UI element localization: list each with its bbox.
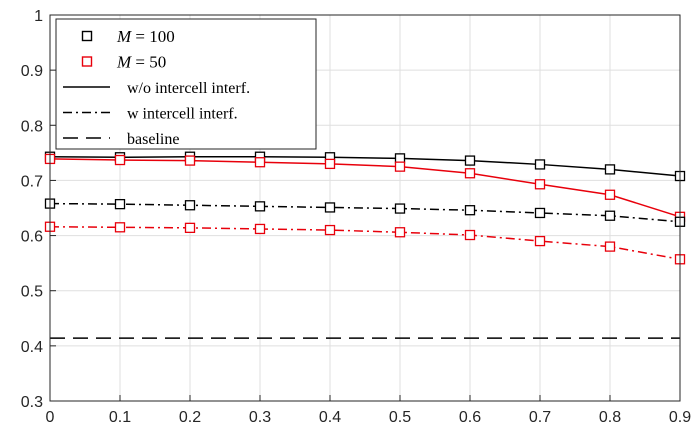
data-point	[254, 201, 266, 212]
y-tick-label: 0.6	[21, 229, 43, 246]
data-point	[114, 222, 126, 233]
data-point	[114, 154, 126, 166]
y-tick-label: 0.7	[21, 173, 43, 190]
data-point	[184, 222, 196, 234]
data-point	[254, 223, 266, 235]
x-tick-label: 0.7	[529, 409, 551, 426]
legend-var: M	[116, 53, 132, 72]
x-tick-label: 0.4	[319, 409, 341, 426]
data-point	[394, 227, 406, 238]
y-tick-label: 0.8	[21, 118, 43, 135]
data-point	[324, 224, 336, 236]
y-tick-label: 0.9	[21, 63, 43, 80]
legend-label: w/o intercell interf.	[127, 80, 250, 97]
legend-label: M = 100	[116, 27, 175, 46]
legend-label: baseline	[127, 131, 179, 148]
series-line-0	[49, 155, 681, 177]
x-tick-label: 0.3	[249, 409, 271, 426]
x-tick-label: 0.6	[459, 409, 481, 426]
data-point	[604, 164, 616, 175]
data-point	[184, 155, 196, 166]
data-point	[184, 200, 196, 211]
data-point	[464, 229, 476, 241]
legend-box	[55, 18, 317, 150]
data-point	[604, 189, 616, 200]
legend-marker	[81, 56, 93, 67]
x-tick-label: 0.9	[669, 409, 691, 426]
data-point	[394, 203, 406, 214]
y-tick-label: 0.3	[21, 394, 43, 411]
data-point	[324, 202, 336, 213]
y-axis: 0.3 0.4 0.5 0.6 0.7 0.8 0.9 1	[21, 8, 56, 411]
x-tick-label: 0.5	[389, 409, 411, 426]
y-tick-label: 0.4	[21, 339, 43, 356]
data-point	[464, 155, 476, 166]
data-point	[534, 207, 546, 219]
legend-label: M = 50	[116, 53, 166, 72]
data-point	[464, 205, 476, 216]
y-tick-label: 1	[34, 8, 43, 25]
data-point	[604, 210, 616, 221]
legend-eq: = 50	[131, 53, 166, 72]
data-point	[324, 158, 336, 170]
x-tick-label: 0.1	[109, 409, 131, 426]
y-tick-label: 0.5	[21, 284, 43, 301]
data-point	[254, 157, 266, 168]
data-point	[534, 159, 546, 170]
series-line-1	[49, 158, 681, 218]
data-point	[114, 198, 126, 210]
plot-frame	[49, 14, 681, 402]
data-point	[534, 235, 546, 247]
x-axis: 0 0.1 0.2 0.3 0.4 0.5 0.6 0.7 0.8 0.9	[46, 395, 691, 426]
legend-var: M	[116, 27, 132, 46]
legend-marker	[81, 30, 93, 42]
legend-eq: = 100	[131, 27, 175, 46]
data-point	[464, 168, 476, 179]
legend-label: w intercell interf.	[127, 106, 238, 123]
data-point	[534, 179, 546, 190]
data-point	[604, 241, 616, 252]
x-tick-label: 0	[46, 409, 55, 426]
data-point	[394, 161, 406, 172]
x-tick-label: 0.8	[599, 409, 621, 426]
x-tick-label: 0.2	[179, 409, 201, 426]
